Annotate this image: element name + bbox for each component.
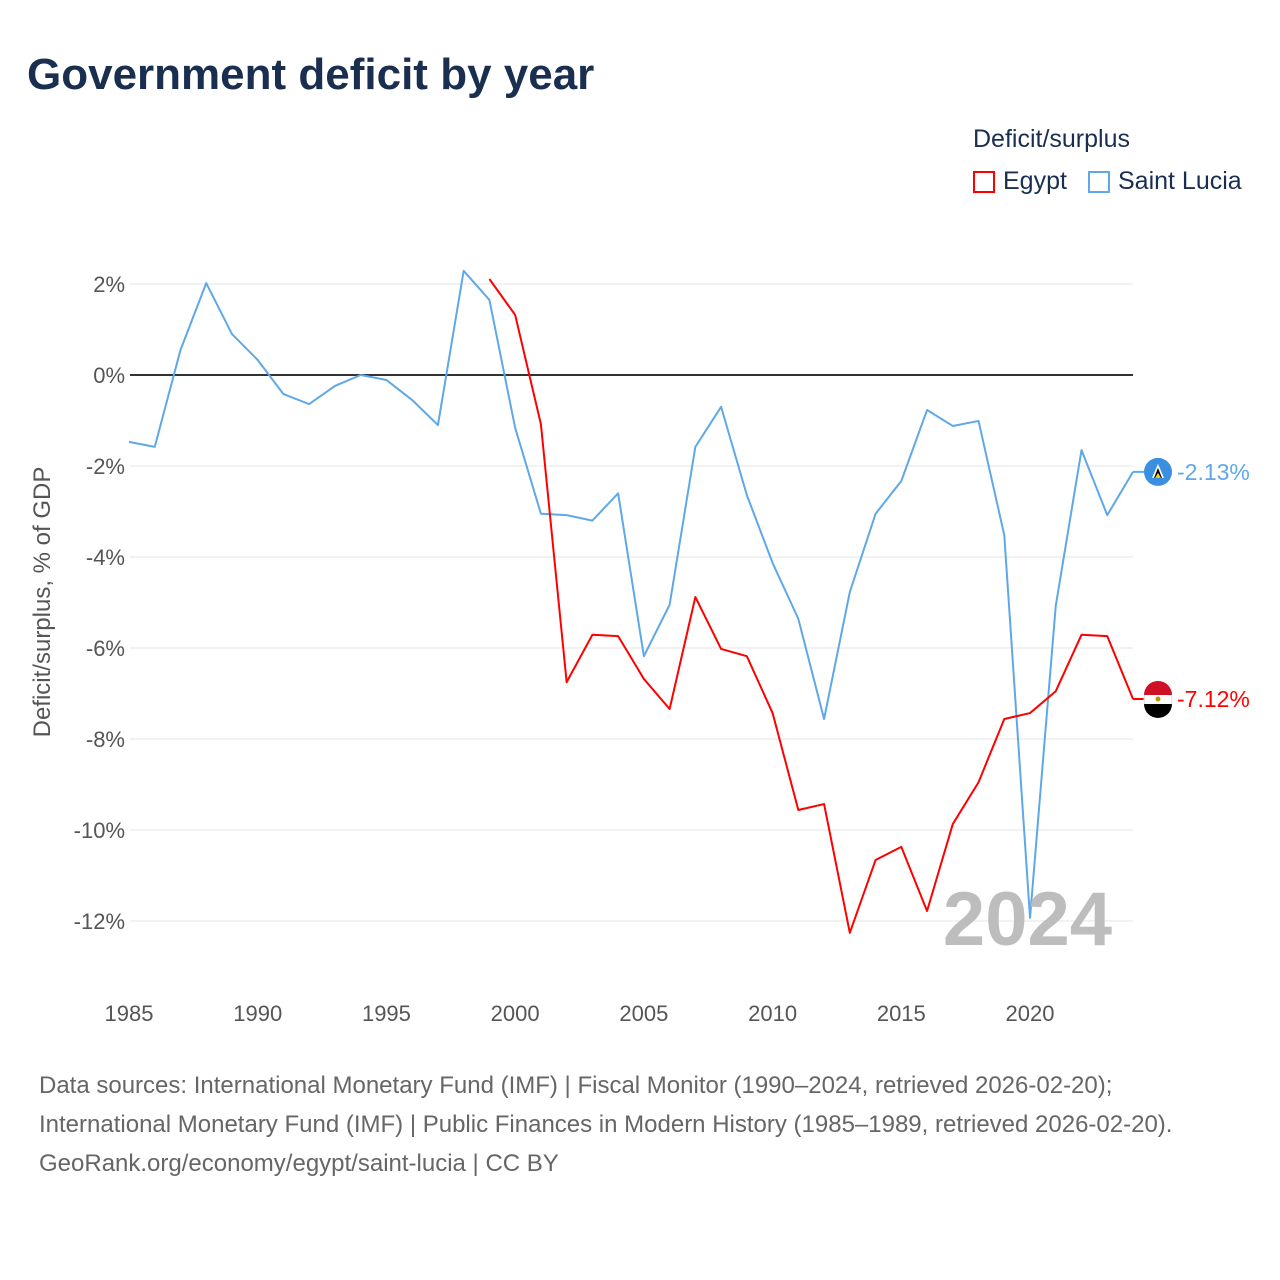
year-watermark: 2024 [943, 877, 1112, 962]
legend-label: Egypt [1003, 167, 1067, 195]
end-label-egypt: -7.12% [1177, 686, 1250, 712]
x-tick-label: 1990 [233, 1001, 282, 1026]
y-tick-label: -10% [74, 818, 125, 843]
flag-red [1144, 680, 1172, 695]
y-tick-label: -6% [86, 636, 125, 661]
x-tick-label: 2005 [619, 1001, 668, 1026]
y-tick-label: -4% [86, 545, 125, 570]
x-tick-label: 2020 [1006, 1001, 1055, 1026]
end-label-saint-lucia: -2.13% [1177, 459, 1250, 485]
legend-swatch-saint-lucia [1088, 170, 1110, 193]
flag-black [1144, 703, 1172, 718]
y-tick-label: 2% [93, 272, 125, 297]
x-tick-label: 2000 [491, 1001, 540, 1026]
legend-swatch-egypt [973, 170, 995, 193]
x-tick-label: 2015 [877, 1001, 926, 1026]
series-line-egypt [488, 278, 1134, 934]
legend-title: Deficit/surplus [973, 125, 1130, 153]
flag-icon-saint-lucia [1144, 457, 1172, 486]
legend-item-saint-lucia[interactable]: Saint Lucia [1088, 167, 1242, 196]
x-tick-label: 2010 [748, 1001, 797, 1026]
y-tick-label: -12% [74, 909, 125, 934]
chart-title: Government deficit by year [27, 50, 595, 99]
x-tick-label: 1995 [362, 1001, 411, 1026]
flag-icon-egypt [1143, 680, 1173, 718]
source-note: Data sources: International Monetary Fun… [39, 1072, 1173, 1138]
series-line-saint-lucia [128, 269, 1134, 919]
x-tick-label: 1985 [105, 1001, 154, 1026]
plot-area: 2% 0% -2% -4% -6% -8% -10% -12% 1985 1990 1995 2000… [29, 269, 1250, 1026]
y-tick-label: -2% [86, 454, 125, 479]
legend-item-egypt[interactable]: Egypt [973, 167, 1067, 196]
y-axis-label: Deficit/surplus, % of GDP [29, 467, 56, 738]
credit-link[interactable]: GeoRank.org/economy/egypt/saint-lucia | … [39, 1150, 559, 1177]
footer: Data sources: International Monetary Fun… [39, 1066, 1239, 1183]
flag-eagle [1155, 696, 1161, 702]
flag-gold [1155, 472, 1161, 478]
y-tick-label: -8% [86, 727, 125, 752]
y-tick-label: 0% [93, 363, 125, 388]
legend-label: Saint Lucia [1118, 167, 1242, 195]
